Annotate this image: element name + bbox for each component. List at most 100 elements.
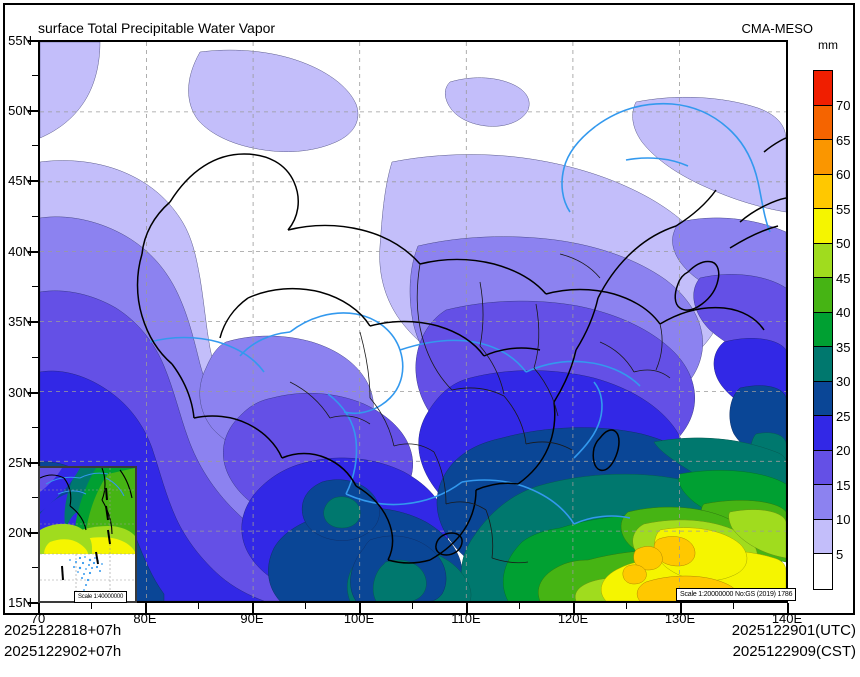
x-tick-minor (305, 603, 306, 609)
colorbar-band-60-65 (814, 140, 832, 175)
colorbar-band-5-10 (814, 519, 832, 554)
x-tick-minor (198, 603, 199, 609)
colorbar-band-gt70 (814, 71, 832, 106)
footer-valid-time-utc: 2025122901(UTC) (731, 622, 856, 639)
footer-init-time-secondary: 2025122902+07h (4, 643, 122, 660)
colorbar-band-35-40 (814, 312, 832, 347)
colorbar-tick-30: 30 (836, 374, 851, 389)
colorbar-tick-60: 60 (836, 167, 851, 182)
colorbar-band-65-70 (814, 105, 832, 140)
y-tick-minor (32, 567, 38, 568)
colorbar-unit-label: mm (818, 38, 838, 52)
colorbar-tick-40: 40 (836, 305, 851, 320)
colorbar-band-15-20 (814, 450, 832, 485)
x-axis-label-110e: 110E (451, 611, 481, 626)
x-tick-90e (252, 603, 254, 613)
x-tick-110e (466, 603, 468, 613)
model-label: CMA-MESO (741, 21, 814, 36)
x-tick-140e (787, 603, 789, 613)
colorbar-band-30-35 (814, 347, 832, 382)
footer-right-block: 2025122901(UTC) 2025122909(CST) (732, 620, 856, 662)
colorbar-band-10-15 (814, 485, 832, 520)
colorbar-tick-35: 35 (836, 340, 851, 355)
y-tick-15 (28, 602, 38, 604)
colorbar-tick-55: 55 (836, 202, 851, 217)
colorbar-band-40-45 (814, 278, 832, 313)
colorbar-tick-20: 20 (836, 443, 851, 458)
colorbar-tick-65: 65 (836, 133, 851, 148)
footer-left-block: 2025122818+07h 2025122902+07h (4, 620, 121, 662)
map-canvas (40, 42, 786, 601)
colorbar-tick-50: 50 (836, 236, 851, 251)
footer: 2025122818+07h 2025122902+07h 2025122901… (0, 618, 860, 677)
y-tick-minor (32, 216, 38, 217)
y-axis-label-35n: 35N (8, 314, 32, 329)
x-tick-minor (626, 603, 627, 609)
x-tick-130e (680, 603, 682, 613)
x-tick-120e (573, 603, 575, 613)
x-tick-70 (38, 603, 40, 613)
colorbar-band-45-50 (814, 243, 832, 278)
x-tick-minor (519, 603, 520, 609)
y-tick-20 (28, 532, 38, 534)
inset-map-south-china-sea[interactable] (38, 466, 137, 603)
footer-init-time-local: 2025122818+07h (4, 622, 122, 639)
province-borders (289, 253, 671, 564)
y-tick-25 (28, 462, 38, 464)
y-tick-minor (32, 497, 38, 498)
x-axis-label-130e: 130E (664, 611, 696, 626)
x-tick-minor (91, 603, 92, 609)
y-tick-40 (28, 251, 38, 253)
y-tick-minor (32, 286, 38, 287)
x-tick-100e (359, 603, 361, 613)
national-borders (136, 137, 786, 564)
x-axis-label-120e: 120E (557, 611, 589, 626)
map-scale-label: Scale 1:20000000 No:GS (2019) 1786 (676, 588, 797, 601)
footer-valid-time-cst: 2025122909(CST) (732, 643, 856, 660)
colorbar-tick-5: 5 (836, 547, 844, 562)
y-tick-minor (32, 427, 38, 428)
y-tick-minor (32, 357, 38, 358)
map-plot-area[interactable] (38, 40, 788, 603)
colorbar-band-20-25 (814, 416, 832, 451)
y-tick-45 (28, 180, 38, 182)
x-tick-minor (733, 603, 734, 609)
y-axis-label-25n: 25N (8, 455, 32, 470)
x-axis-label-100e: 100E (343, 611, 375, 626)
page-title: surface Total Precipitable Water Vapor (38, 20, 276, 36)
y-tick-55 (28, 40, 38, 42)
inset-scale-label: Scale 1:40000000 (74, 591, 128, 603)
y-tick-minor (32, 75, 38, 76)
colorbar-band-55-60 (814, 174, 832, 209)
x-axis-label-90e: 90E (240, 611, 264, 626)
river-lines (149, 102, 771, 525)
colorbar-tick-10: 10 (836, 512, 851, 527)
x-tick-minor (412, 603, 413, 609)
y-tick-minor (32, 145, 38, 146)
colorbar-tick-25: 25 (836, 409, 851, 424)
y-tick-35 (28, 321, 38, 323)
colorbar-band-25-30 (814, 381, 832, 416)
x-axis-label-70: 70 (30, 611, 46, 626)
colorbar-band-50-55 (814, 209, 832, 244)
y-axis-label-30n: 30N (8, 385, 32, 400)
x-tick-80e (145, 603, 147, 613)
colorbar-tick-15: 15 (836, 478, 851, 493)
inset-precipitable-water-field (40, 468, 135, 601)
map-gridlines (40, 42, 786, 601)
y-axis-label-50n: 50N (8, 103, 32, 118)
colorbar[interactable] (813, 70, 833, 590)
y-axis-label-45n: 45N (8, 173, 32, 188)
precipitable-water-field (40, 42, 786, 601)
colorbar-tick-45: 45 (836, 271, 851, 286)
y-tick-50 (28, 110, 38, 112)
x-axis-label-80e: 80E (133, 611, 157, 626)
colorbar-band-lt5 (814, 554, 832, 589)
y-axis-label-15n: 15N (8, 595, 32, 610)
y-axis-label-55n: 55N (8, 33, 32, 48)
colorbar-tick-70: 70 (836, 98, 851, 113)
y-axis-label-40n: 40N (8, 244, 32, 259)
y-axis-label-20n: 20N (8, 525, 32, 540)
x-axis-label-140e: 140E (771, 611, 803, 626)
